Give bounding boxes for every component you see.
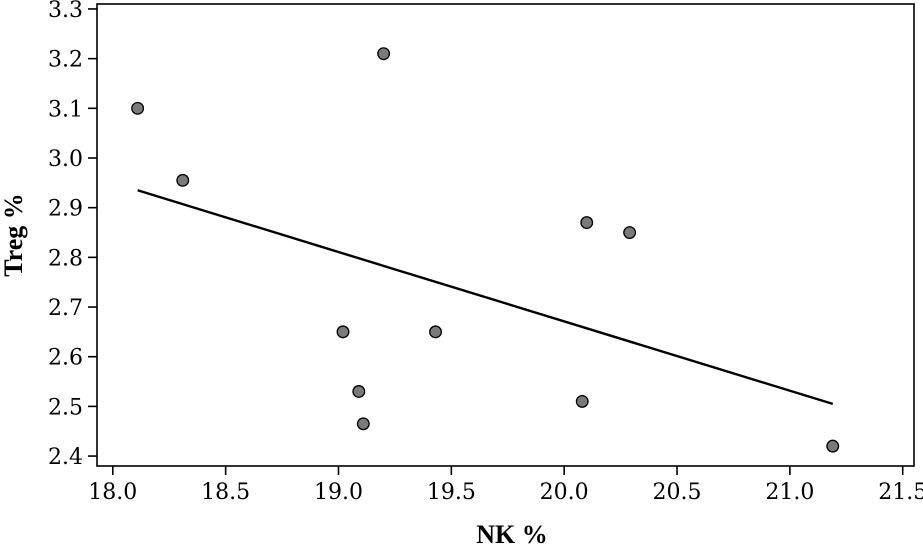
data-point: [623, 226, 637, 239]
y-tick-label: 2.5: [48, 395, 83, 420]
plot-frame: [96, 3, 915, 467]
x-tick-label: 21.5: [878, 480, 923, 505]
x-tick-label: 20.5: [653, 480, 702, 505]
x-axis-ticks: 18.0 18.5 19.0 19.5 20.0 20.5 21.0 21.5: [88, 466, 923, 505]
y-tick-label: 2.9: [48, 197, 83, 222]
x-tick-label: 18.5: [201, 480, 250, 505]
x-axis-title: NK %: [476, 520, 548, 545]
data-point: [336, 325, 350, 339]
regression-line: [137, 189, 834, 406]
y-tick-label: 2.7: [48, 296, 83, 321]
x-tick-label: 19.5: [427, 480, 476, 505]
data-point: [580, 216, 594, 230]
y-axis-title: Treg %: [0, 193, 28, 277]
data-point: [826, 439, 840, 453]
y-tick-label: 2.8: [48, 246, 83, 271]
data-points: [131, 47, 840, 453]
plot-border: [96, 3, 915, 467]
y-tick-label: 3.0: [48, 147, 83, 172]
data-point: [131, 101, 145, 115]
y-tick-label: 3.2: [48, 48, 83, 73]
data-point: [575, 394, 589, 408]
y-tick-label: 3.1: [48, 97, 83, 122]
y-tick-label: 3.3: [48, 0, 83, 23]
data-point: [176, 173, 190, 187]
data-point: [356, 417, 370, 431]
y-tick-label: 2.4: [48, 445, 83, 470]
y-tick-label: 2.6: [48, 346, 83, 371]
y-axis-ticks: 2.4 2.5 2.6 2.7 2.8 2.9 3.0 3.1 3.2 3.3: [48, 0, 97, 470]
x-tick-label: 18.0: [88, 480, 137, 505]
data-point: [429, 325, 442, 339]
data-point: [377, 47, 391, 61]
x-tick-label: 20.0: [540, 480, 589, 505]
x-tick-label: 19.0: [314, 480, 363, 505]
x-tick-label: 21.0: [765, 480, 814, 505]
data-point: [352, 385, 366, 398]
